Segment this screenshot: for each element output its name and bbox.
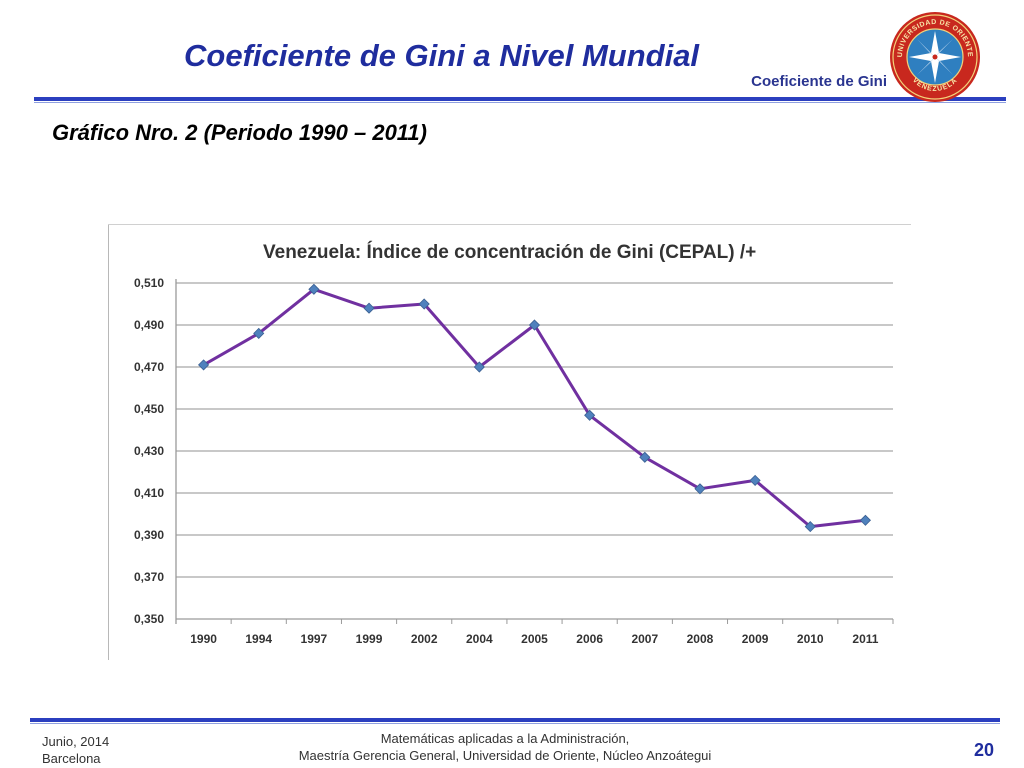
x-tick-label: 2010	[797, 632, 824, 646]
slide-title: Coeficiente de Gini a Nivel Mundial	[184, 38, 700, 73]
data-point	[639, 451, 651, 463]
data-point	[253, 327, 265, 339]
footer-city: Barcelona	[42, 751, 101, 766]
x-tick-label: 2007	[631, 632, 658, 646]
footer-center: Matemáticas aplicadas a la Administració…	[270, 730, 740, 764]
data-point	[473, 361, 485, 373]
y-tick-label: 0,450	[134, 402, 164, 416]
chart-title: Venezuela: Índice de concentración de Gi…	[263, 241, 756, 263]
x-tick-label: 1994	[245, 632, 272, 646]
footer-date: Junio, 2014	[42, 734, 110, 749]
x-tick-label: 1990	[190, 632, 217, 646]
x-tick-label: 2004	[466, 632, 493, 646]
x-tick-label: 2005	[521, 632, 548, 646]
x-tick-label: 2009	[742, 632, 769, 646]
data-point	[528, 319, 541, 331]
footer-left: Junio, 2014 Barcelona	[42, 733, 109, 767]
y-tick-label: 0,470	[134, 360, 164, 374]
data-point	[694, 483, 706, 495]
header-rule	[34, 97, 1006, 101]
data-point	[198, 359, 210, 371]
y-tick-label: 0,490	[134, 318, 164, 332]
data-point	[749, 474, 761, 486]
footer-course: Matemáticas aplicadas a la Administració…	[380, 731, 630, 746]
y-tick-label: 0,510	[134, 276, 164, 290]
y-tick-label: 0,430	[134, 444, 164, 458]
data-point	[804, 521, 816, 533]
x-tick-label: 2011	[852, 632, 878, 646]
data-point	[418, 298, 430, 310]
x-tick-label: 2008	[687, 632, 714, 646]
data-point	[308, 283, 320, 295]
y-tick-label: 0,350	[134, 612, 164, 626]
footer-rule-thin	[30, 723, 1000, 724]
y-tick-label: 0,390	[134, 528, 164, 542]
y-tick-label: 0,410	[134, 486, 164, 500]
chart-container: Venezuela: Índice de concentración de Gi…	[108, 224, 911, 660]
data-point	[363, 302, 375, 314]
chart-subtitle: Gráfico Nro. 2 (Periodo 1990 – 2011)	[52, 120, 427, 145]
gini-line-chart: Venezuela: Índice de concentración de Gi…	[108, 224, 911, 660]
footer-rule	[30, 718, 1000, 722]
data-point	[584, 409, 596, 421]
x-tick-label: 2002	[411, 632, 438, 646]
x-tick-label: 2006	[576, 632, 603, 646]
compass-star-icon	[909, 31, 961, 83]
section-label: Coeficiente de Gini	[751, 73, 887, 90]
x-tick-label: 1997	[301, 632, 328, 646]
x-tick-label: 1999	[356, 632, 383, 646]
y-tick-label: 0,370	[134, 570, 164, 584]
university-seal-logo: UNIVERSIDAD DE ORIENTE VENEZUELA	[890, 12, 980, 102]
footer-program: Maestría Gerencia General, Universidad d…	[298, 748, 712, 763]
header-rule-thin	[34, 102, 1006, 103]
page-number: 20	[973, 740, 994, 760]
data-point	[859, 514, 871, 526]
